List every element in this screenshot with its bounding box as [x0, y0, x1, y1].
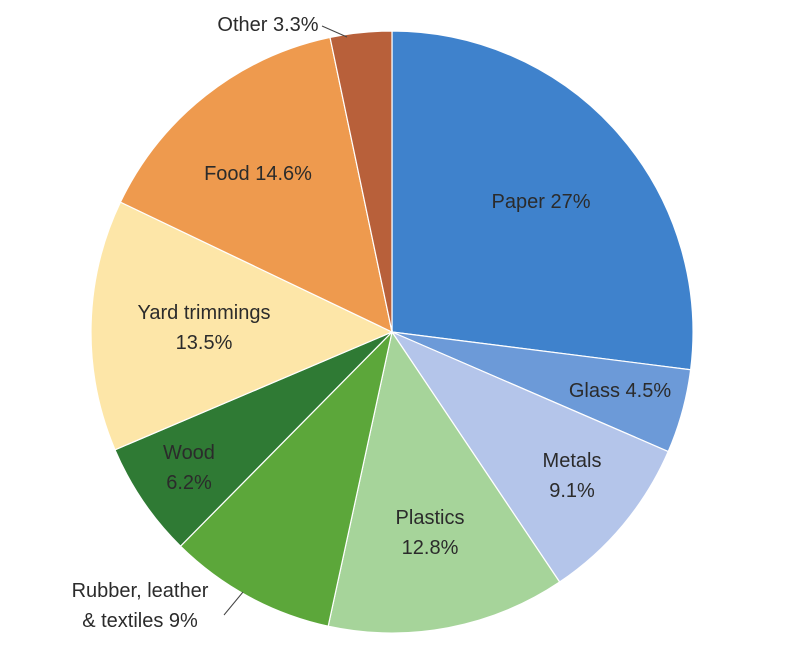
pie-slice-food [119, 36, 393, 334]
pie-slice-rubber-leather-textiles [179, 330, 394, 627]
slice-label-rubber-leather-textiles: Rubber, leather & textiles 9% [72, 580, 209, 632]
slice-label-plastics: Plastics 12.8% [396, 507, 465, 559]
leader-line [321, 25, 348, 38]
leader-line [223, 591, 244, 616]
pie-slice-other [329, 30, 393, 333]
slice-label-food: Food 14.6% [204, 163, 312, 185]
slice-label-wood: Wood 6.2% [163, 442, 215, 494]
pie-slice-wood [114, 331, 393, 548]
slice-label-metals: Metals 9.1% [543, 450, 602, 502]
pie-slice-metals [390, 330, 670, 583]
pie-slice-paper [391, 30, 694, 371]
slice-label-paper: Paper 27% [492, 191, 591, 213]
slice-label-other: Other 3.3% [217, 14, 318, 36]
pie-slice-yard-trimmings [90, 201, 394, 451]
slice-label-yard-trimmings: Yard trimmings 13.5% [138, 302, 271, 354]
pie-slice-plastics [327, 330, 561, 634]
slice-label-glass: Glass 4.5% [569, 380, 671, 402]
